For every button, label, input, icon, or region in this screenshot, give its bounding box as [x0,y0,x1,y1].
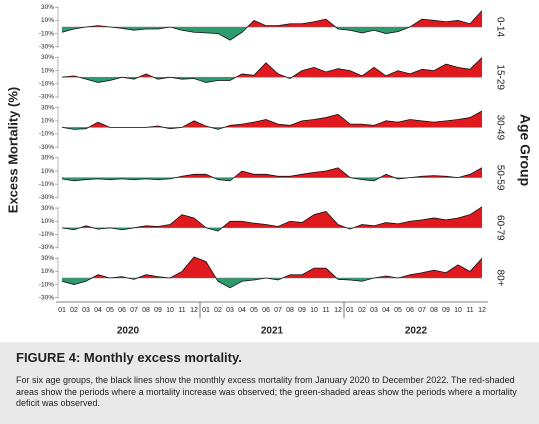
group-axis-label: Age Group [517,114,533,186]
excess-line [61,206,483,232]
x-tick-label: 03 [226,307,234,314]
y-tick-label: 10% [41,268,54,275]
x-tick-label: 06 [406,307,414,314]
x-tick-label: 07 [274,307,282,314]
y-tick-label: -30% [39,194,54,201]
y-tick-label: 10% [41,17,54,24]
y-tick-label: 10% [41,67,54,74]
excess-line [61,110,483,130]
x-tick-label: 01 [58,307,66,314]
age-group-label: 15-29 [494,64,505,90]
age-group-label: 80+ [494,270,505,287]
x-tick-label: 01 [346,307,354,314]
negative-area [62,278,482,288]
year-label: 2021 [261,326,284,337]
year-label: 2022 [405,326,428,337]
x-tick-label: 12 [334,307,342,314]
y-tick-label: -10% [39,181,54,188]
excess-line [61,57,483,83]
x-tick-label: 06 [262,307,270,314]
y-tick-label: -10% [39,80,54,87]
y-tick-label: 30% [41,104,54,111]
y-tick-label: 30% [41,155,54,162]
y-tick-label: -10% [39,131,54,138]
x-tick-label: 08 [142,307,150,314]
y-tick-label: -30% [39,244,54,251]
x-tick-label: 07 [418,307,426,314]
y-axis-label: Excess Mortality (%) [5,87,20,213]
y-tick-label: 30% [41,54,54,61]
x-tick-label: 04 [238,307,246,314]
excess-line [61,167,483,182]
x-tick-label: 03 [82,307,90,314]
negative-area [62,77,482,83]
y-tick-label: -10% [39,281,54,288]
x-tick-label: 09 [154,307,162,314]
x-tick-label: 10 [166,307,174,314]
x-tick-label: 09 [442,307,450,314]
y-tick-label: -30% [39,294,54,301]
y-tick-label: 30% [41,205,54,212]
age-group-label: 30-49 [494,115,505,141]
negative-area [62,27,482,41]
positive-area [62,206,482,228]
negative-area [62,177,410,181]
x-tick-label: 05 [394,307,402,314]
x-tick-label: 02 [358,307,366,314]
x-tick-label: 01 [202,307,210,314]
y-tick-label: -30% [39,43,54,50]
excess-line [61,256,483,289]
positive-area [62,10,482,27]
y-tick-label: 30% [41,255,54,262]
x-tick-label: 12 [478,307,486,314]
figure-caption: For six age groups, the black lines show… [16,375,517,408]
figure-title: FIGURE 4: Monthly excess mortality. [16,350,242,365]
positive-area [62,110,482,128]
x-tick-label: 10 [454,307,462,314]
age-group-label: 0-14 [494,17,505,37]
y-tick-label: 30% [41,4,54,11]
y-tick-label: -30% [39,94,54,101]
x-tick-label: 06 [118,307,126,314]
age-group-label: 50-59 [494,165,505,191]
x-tick-label: 09 [298,307,306,314]
x-tick-label: 11 [466,307,473,314]
x-tick-label: 05 [106,307,114,314]
positive-area [62,57,482,78]
x-tick-label: 10 [310,307,318,314]
x-tick-label: 04 [382,307,390,314]
x-tick-label: 08 [430,307,438,314]
x-tick-label: 07 [130,307,138,314]
year-label: 2020 [117,326,140,337]
positive-area [62,257,482,278]
y-tick-label: -30% [39,144,54,151]
caption-box: FIGURE 4: Monthly excess mortality. For … [0,342,539,424]
x-tick-label: 05 [250,307,258,314]
x-tick-label: 04 [94,307,102,314]
x-tick-label: 02 [70,307,78,314]
x-tick-label: 08 [286,307,294,314]
excess-line [61,10,483,41]
x-tick-label: 11 [178,307,185,314]
y-tick-label: 10% [41,118,54,125]
y-tick-label: -10% [39,231,54,238]
age-group-label: 60-79 [494,215,505,241]
y-tick-label: -10% [39,30,54,37]
x-tick-label: 12 [190,307,198,314]
x-tick-label: 02 [214,307,222,314]
x-tick-label: 03 [370,307,378,314]
chart: Excess Mortality (%) Age Group 30% 10% -10… [5,4,533,337]
x-tick-label: 11 [322,307,329,314]
y-tick-label: 10% [41,168,54,175]
y-tick-label: 10% [41,218,54,225]
